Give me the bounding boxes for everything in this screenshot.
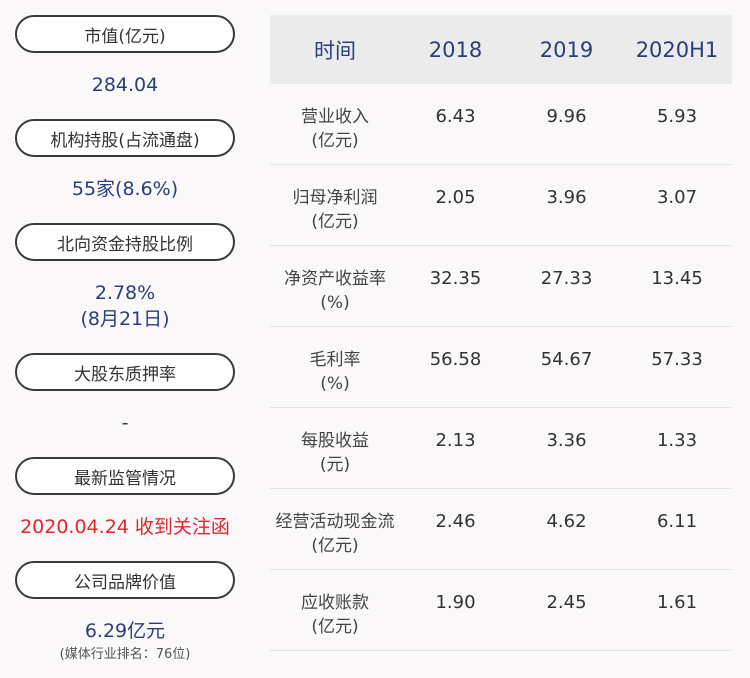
header-year: 2018 (428, 37, 483, 62)
brand-rank: (媒体行业排名：76位) (59, 647, 191, 662)
brand-value: 6.29亿元 (84, 620, 166, 642)
cell-value: 6.43 (435, 106, 476, 127)
table-header: 时间 2018 2019 2020H1 (270, 15, 732, 84)
row-label: 每股收益 (元) (301, 431, 369, 475)
cell-value: 2.45 (546, 592, 587, 613)
row-label: 应收账款 (亿元) (301, 593, 369, 637)
northbound-label: 北向资金持股比例 (15, 223, 235, 261)
northbound-value: 2.78% (94, 282, 156, 304)
cell-value: 2.13 (435, 430, 476, 451)
cell-value: 9.96 (546, 106, 587, 127)
table-row: 每股收益 (元) 2.13 3.36 1.33 (270, 408, 732, 489)
cell-value: 1.90 (435, 592, 476, 613)
cell-value: 32.35 (429, 268, 482, 289)
cell-value: 57.33 (651, 349, 703, 370)
cell-value: 5.93 (656, 106, 698, 127)
table-row: 毛利率 (%) 56.58 54.67 57.33 (270, 327, 732, 408)
cell-value: 2.05 (435, 187, 476, 208)
header-time: 时间 (314, 38, 356, 63)
cell-value: 54.67 (540, 349, 593, 370)
cell-value: 2.46 (435, 511, 476, 532)
row-label: 净资产收益率 (%) (284, 269, 386, 313)
table-row: 应收账款 (亿元) 1.90 2.45 1.61 (270, 570, 732, 651)
market-cap-value: 284.04 (91, 74, 159, 96)
financial-table: 时间 2018 2019 2020H1 营业收入 (亿元) 6.43 9.96 5… (270, 15, 732, 651)
table-row: 净资产收益率 (%) 32.35 27.33 13.45 (270, 246, 732, 327)
row-label: 经营活动现金流 (亿元) (275, 512, 395, 556)
institution-holding-label: 机构持股(占流通盘) (15, 119, 235, 157)
brand-value-label: 公司品牌价值 (15, 561, 235, 599)
regulation-value: 2020.04.24 收到关注函 (20, 516, 230, 538)
row-label: 归母净利润 (亿元) (292, 188, 378, 232)
cell-value: 1.33 (656, 430, 698, 451)
pledge-value: - (121, 412, 129, 434)
cell-value: 3.07 (656, 187, 698, 208)
pledge-label: 大股东质押率 (15, 353, 235, 391)
cell-value: 6.11 (656, 511, 698, 532)
cell-value: 1.61 (656, 592, 698, 613)
header-year: 2019 (539, 37, 594, 62)
cell-value: 56.58 (429, 349, 482, 370)
cell-value: 27.33 (540, 268, 593, 289)
row-label: 毛利率 (%) (309, 350, 361, 394)
institution-holding-value: 55家(8.6%) (71, 178, 179, 200)
cell-value: 4.62 (546, 511, 587, 532)
northbound-date: (8月21日) (80, 308, 170, 330)
cell-value: 3.96 (546, 187, 587, 208)
table-row: 经营活动现金流 (亿元) 2.46 4.62 6.11 (270, 489, 732, 570)
row-label: 营业收入 (亿元) (301, 107, 369, 151)
table-row: 归母净利润 (亿元) 2.05 3.96 3.07 (270, 165, 732, 246)
cell-value: 3.36 (546, 430, 587, 451)
cell-value: 13.45 (651, 268, 703, 289)
regulation-label: 最新监管情况 (15, 457, 235, 495)
market-cap-label: 市值(亿元) (15, 15, 235, 53)
table-row: 营业收入 (亿元) 6.43 9.96 5.93 (270, 84, 732, 165)
header-year: 2020H1 (635, 37, 719, 62)
